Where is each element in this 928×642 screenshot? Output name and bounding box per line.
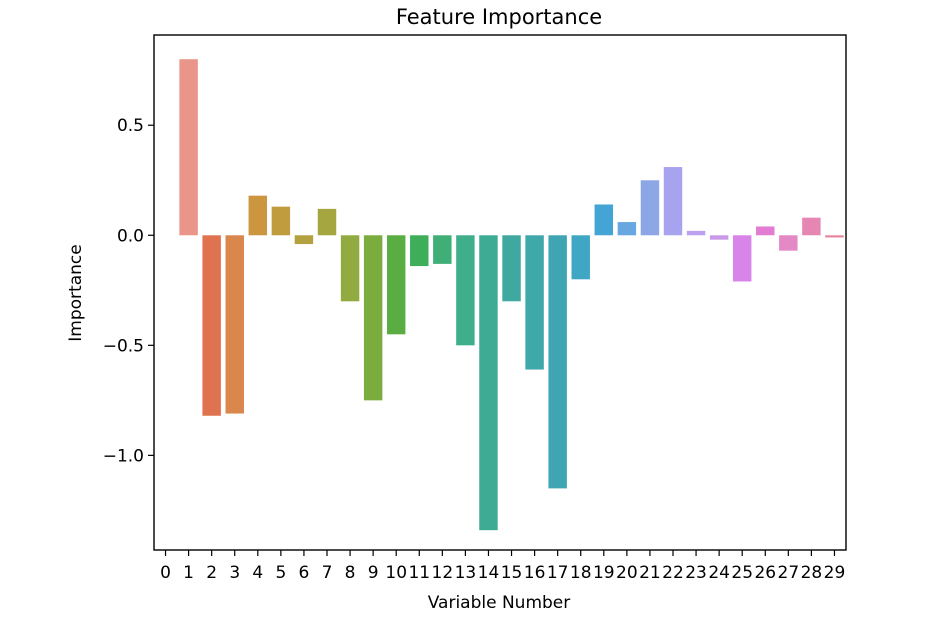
bar-21 — [640, 180, 660, 236]
x-tick-label: 5 — [275, 563, 286, 583]
bar-20 — [617, 222, 637, 236]
x-tick-label: 22 — [662, 563, 684, 583]
bar-10 — [386, 235, 406, 335]
bar-5 — [271, 206, 291, 236]
y-tick-label: 0.0 — [117, 226, 144, 246]
x-tick-label: 2 — [206, 563, 217, 583]
bar-11 — [410, 235, 429, 267]
x-tick-label: 27 — [778, 563, 800, 583]
x-tick-label: 8 — [345, 563, 356, 583]
x-tick-label: 15 — [501, 563, 523, 583]
bar-23 — [686, 230, 706, 236]
x-tick-label: 1 — [183, 563, 194, 583]
y-axis-label: Importance — [66, 244, 86, 341]
bar-28 — [802, 217, 821, 236]
x-tick-label: 11 — [408, 563, 430, 583]
bar-24 — [709, 235, 729, 240]
bar-15 — [502, 235, 521, 302]
bar-18 — [571, 235, 590, 280]
x-tick-label: 13 — [455, 563, 477, 583]
bar-4 — [248, 195, 268, 236]
plot-frame — [153, 34, 847, 551]
x-tick-label: 25 — [731, 563, 753, 583]
x-tick-label: 16 — [524, 563, 546, 583]
x-tick-label: 3 — [229, 563, 240, 583]
x-tick-label: 12 — [432, 563, 454, 583]
bar-6 — [294, 235, 314, 245]
x-tick-label: 23 — [685, 563, 707, 583]
x-tick-label: 0 — [160, 563, 171, 583]
bar-19 — [594, 204, 614, 236]
x-tick-label: 21 — [639, 563, 661, 583]
x-tick-label: 20 — [616, 563, 638, 583]
chart-title: Feature Importance — [396, 5, 602, 29]
y-tick-label: 0.5 — [117, 116, 144, 136]
x-tick-label: 6 — [299, 563, 310, 583]
x-axis-label: Variable Number — [428, 593, 571, 613]
x-tick-label: 7 — [322, 563, 333, 583]
bar-9 — [363, 235, 383, 401]
bar-3 — [225, 235, 244, 414]
x-tick-label: 17 — [547, 563, 569, 583]
x-tick-label: 10 — [385, 563, 407, 583]
bar-7 — [317, 208, 337, 236]
y-tick-label: −1.0 — [103, 446, 144, 466]
bar-12 — [433, 235, 452, 264]
x-tick-label: 28 — [801, 563, 823, 583]
bar-group — [179, 59, 844, 531]
bar-16 — [525, 235, 544, 370]
bar-14 — [479, 235, 498, 531]
x-tick-label: 29 — [824, 563, 846, 583]
y-axis-ticks: 0.5 0.0 −0.5 −1.0 — [103, 116, 154, 466]
bar-27 — [779, 235, 798, 251]
x-axis-ticks: 0 1 2 3 4 5 6 7 8 9 10 11 12 13 14 15 16 17 18 19 20 21 22 23 24… — [160, 550, 845, 583]
bar-22 — [663, 167, 683, 236]
x-tick-label: 26 — [754, 563, 776, 583]
x-tick-label: 4 — [252, 563, 263, 583]
bar-17 — [548, 235, 567, 489]
bar-26 — [756, 226, 775, 236]
x-tick-label: 18 — [570, 563, 592, 583]
bar-29 — [825, 235, 844, 238]
x-tick-label: 24 — [708, 563, 730, 583]
bar-2 — [202, 235, 221, 416]
y-tick-label: −0.5 — [103, 336, 144, 356]
x-tick-label: 9 — [368, 563, 379, 583]
x-tick-label: 19 — [593, 563, 615, 583]
bar-8 — [340, 235, 360, 302]
bar-25 — [732, 235, 752, 282]
bar-1 — [179, 59, 198, 236]
bar-13 — [456, 235, 475, 346]
x-tick-label: 14 — [478, 563, 500, 583]
